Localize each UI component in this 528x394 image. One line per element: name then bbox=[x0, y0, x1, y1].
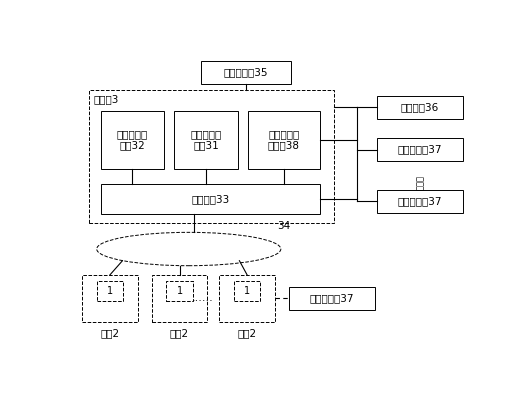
Text: ・・・: ・・・ bbox=[416, 175, 425, 190]
Text: 車両情報収
集部32: 車両情報収 集部32 bbox=[117, 129, 148, 151]
Text: サービ3: サービ3 bbox=[93, 94, 119, 104]
FancyBboxPatch shape bbox=[166, 281, 193, 301]
Text: 車両2: 車両2 bbox=[238, 329, 257, 338]
FancyBboxPatch shape bbox=[97, 281, 124, 301]
FancyBboxPatch shape bbox=[377, 190, 463, 213]
FancyBboxPatch shape bbox=[289, 287, 375, 310]
Text: ユーザ端末37: ユーザ端末37 bbox=[310, 293, 354, 303]
FancyBboxPatch shape bbox=[377, 138, 463, 161]
FancyBboxPatch shape bbox=[248, 111, 319, 169]
FancyBboxPatch shape bbox=[220, 275, 275, 322]
FancyBboxPatch shape bbox=[174, 111, 238, 169]
Text: 車両2: 車両2 bbox=[170, 329, 189, 338]
FancyBboxPatch shape bbox=[101, 111, 164, 169]
Text: 遠隔制御指
示部31: 遠隔制御指 示部31 bbox=[191, 129, 222, 151]
FancyBboxPatch shape bbox=[377, 96, 463, 119]
Text: ユーザ端末37: ユーザ端末37 bbox=[398, 145, 442, 155]
FancyBboxPatch shape bbox=[152, 275, 207, 322]
Text: 送受信部33: 送受信部33 bbox=[191, 194, 229, 204]
Text: ......: ...... bbox=[192, 293, 214, 303]
Text: ユーザ情報
管理部38: ユーザ情報 管理部38 bbox=[268, 129, 300, 151]
Ellipse shape bbox=[97, 232, 281, 266]
FancyBboxPatch shape bbox=[82, 275, 138, 322]
Text: 管理者端末35: 管理者端末35 bbox=[224, 67, 268, 77]
Text: 車両2: 車両2 bbox=[100, 329, 119, 338]
Text: 金融機閡36: 金融機閡36 bbox=[401, 102, 439, 112]
FancyBboxPatch shape bbox=[234, 281, 260, 301]
Text: 34: 34 bbox=[277, 221, 290, 231]
Text: ユーザ端末37: ユーザ端末37 bbox=[398, 196, 442, 206]
FancyBboxPatch shape bbox=[89, 90, 334, 223]
FancyBboxPatch shape bbox=[201, 61, 291, 84]
Text: 1: 1 bbox=[107, 286, 113, 296]
Text: 1: 1 bbox=[244, 286, 250, 296]
FancyBboxPatch shape bbox=[101, 184, 319, 214]
Text: 1: 1 bbox=[176, 286, 183, 296]
